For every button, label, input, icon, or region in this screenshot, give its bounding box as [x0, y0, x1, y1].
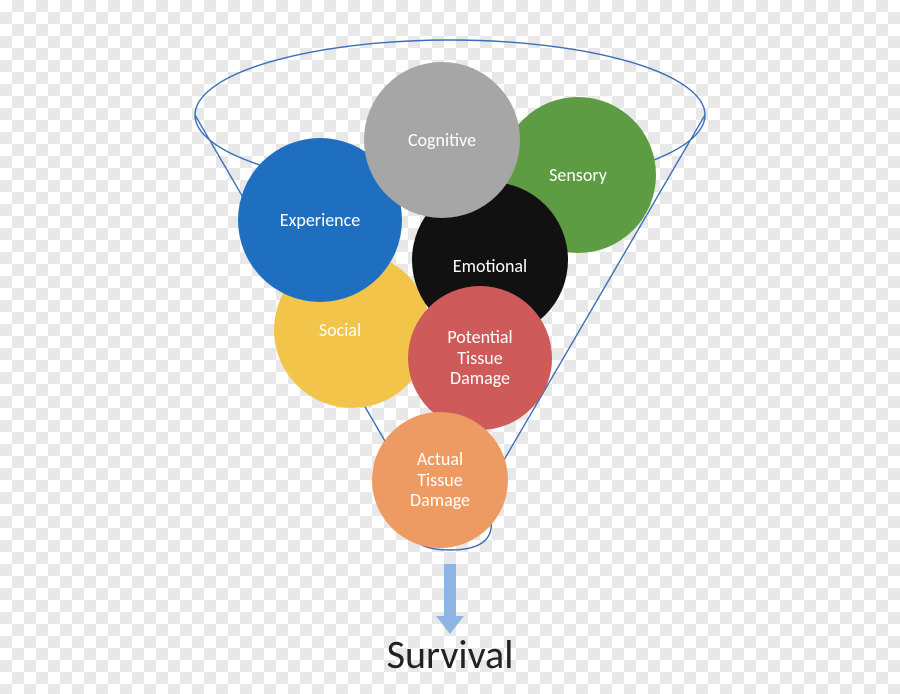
bubble-label: Cognitive	[408, 130, 476, 151]
bubble-label: Potential Tissue Damage	[447, 327, 512, 389]
bubble-label: Emotional	[453, 256, 527, 277]
diagram-canvas: Cognitive Sensory Experience Emotional Socia…	[0, 0, 900, 694]
bubble-label: Actual Tissue Damage	[410, 449, 470, 511]
bubble-potential: Potential Tissue Damage	[408, 286, 552, 430]
bubble-label: Experience	[280, 210, 360, 231]
diagram-layer: Cognitive Sensory Experience Emotional Socia…	[0, 0, 900, 694]
bubble-label: Sensory	[549, 165, 607, 186]
bubble-cognitive: Cognitive	[364, 62, 520, 218]
bubble-label: Social	[319, 320, 361, 341]
bubble-actual: Actual Tissue Damage	[372, 412, 508, 548]
output-arrow-icon	[436, 564, 464, 634]
